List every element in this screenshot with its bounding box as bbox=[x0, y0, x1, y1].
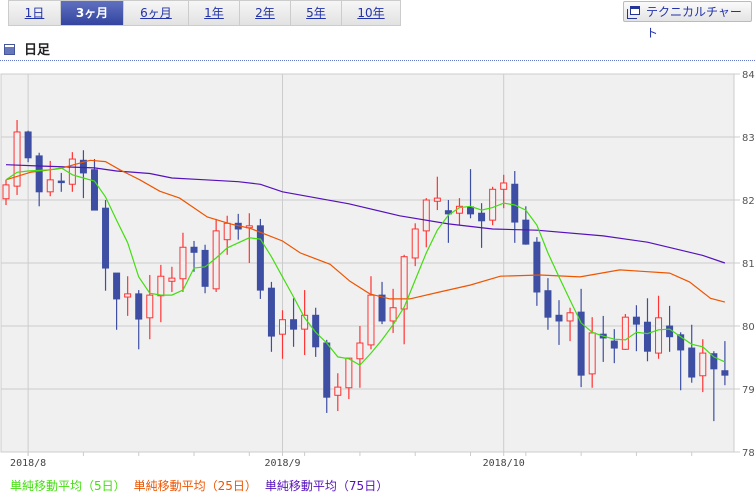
tab-5year[interactable]: 5年 bbox=[291, 1, 342, 25]
candle-up bbox=[46, 179, 54, 193]
tab-1day[interactable]: 1日 bbox=[9, 1, 61, 25]
candle-up bbox=[411, 228, 419, 259]
candle-up bbox=[400, 256, 408, 310]
candle-down bbox=[721, 370, 729, 376]
period-tabs: 1日 3ヶ月 6ヶ月 1年 2年 5年 10年 bbox=[8, 0, 401, 26]
candle-down bbox=[57, 180, 65, 184]
candle-down bbox=[378, 294, 386, 322]
candle-down bbox=[666, 325, 674, 338]
candle-up bbox=[500, 182, 508, 190]
candle-down bbox=[35, 155, 43, 193]
candle-down bbox=[102, 207, 110, 269]
candle-up bbox=[179, 246, 187, 280]
candle-up bbox=[68, 158, 76, 185]
candle-down bbox=[467, 206, 475, 215]
candle-up bbox=[367, 294, 375, 346]
candle-down bbox=[113, 272, 121, 300]
y-tick-label: 82 bbox=[742, 196, 755, 207]
tab-1year[interactable]: 1年 bbox=[189, 1, 240, 25]
candle-up bbox=[334, 386, 342, 396]
y-tick-label: 81 bbox=[742, 259, 755, 270]
candle-up bbox=[422, 199, 430, 232]
candle-down bbox=[511, 183, 519, 223]
x-tick-label: 2018/10 bbox=[483, 458, 525, 469]
y-tick-label: 84 bbox=[742, 70, 755, 81]
candle-down bbox=[290, 319, 298, 330]
candle-up bbox=[146, 294, 154, 319]
candle-up bbox=[588, 332, 596, 375]
candle-down bbox=[632, 316, 640, 325]
candle-down bbox=[688, 347, 696, 378]
x-tick-label: 2018/8 bbox=[10, 458, 46, 469]
technical-chart-label: テクニカルチャート bbox=[646, 5, 742, 40]
candle-down bbox=[643, 321, 651, 352]
legend: 単純移動平均（5日） 単純移動平均（25日） 単純移動平均（75日） bbox=[10, 477, 388, 494]
y-tick-label: 79 bbox=[742, 385, 755, 396]
candle-down bbox=[555, 314, 563, 322]
candle-down bbox=[478, 212, 486, 222]
x-tick-label: 2018/9 bbox=[264, 458, 300, 469]
candle-up bbox=[279, 319, 286, 335]
candle-up bbox=[124, 293, 132, 298]
candle-down bbox=[323, 342, 331, 398]
ma25-line bbox=[5, 159, 726, 303]
y-tick-label: 78 bbox=[742, 448, 755, 459]
candle-down bbox=[312, 314, 320, 348]
tab-3month[interactable]: 3ヶ月 bbox=[61, 1, 124, 25]
candle-up bbox=[566, 312, 574, 322]
candle-down bbox=[610, 340, 618, 349]
y-tick-label: 83 bbox=[742, 133, 755, 144]
ma75-line bbox=[5, 164, 726, 264]
tab-6month[interactable]: 6ヶ月 bbox=[124, 1, 189, 25]
square-bullet-icon bbox=[4, 44, 15, 55]
section-heading: 日足 bbox=[4, 39, 50, 58]
tab-10year[interactable]: 10年 bbox=[357, 6, 385, 20]
candle-up bbox=[345, 357, 353, 389]
candle-down bbox=[444, 210, 452, 215]
candle-down bbox=[677, 334, 685, 351]
candle-up bbox=[699, 352, 707, 377]
candle-up bbox=[389, 307, 397, 322]
legend-ma5: 単純移動平均（5日） bbox=[10, 479, 126, 493]
candle-down bbox=[522, 219, 530, 245]
tab-2year[interactable]: 2年 bbox=[240, 1, 291, 25]
candle-up bbox=[13, 131, 21, 187]
candle-up bbox=[356, 342, 364, 360]
candle-up bbox=[223, 222, 231, 241]
candle-down bbox=[79, 159, 87, 174]
candle-up bbox=[489, 188, 497, 221]
candle-down bbox=[201, 249, 209, 287]
candle-up bbox=[433, 197, 441, 202]
candle-down bbox=[256, 225, 264, 291]
candle-down bbox=[135, 293, 143, 320]
candle-up bbox=[2, 184, 10, 200]
technical-chart-button[interactable]: テクニカルチャート bbox=[623, 1, 752, 40]
y-tick-label: 80 bbox=[742, 322, 755, 333]
candle-down bbox=[533, 241, 541, 293]
legend-ma25: 単純移動平均（25日） bbox=[133, 479, 257, 493]
ma5-line bbox=[5, 167, 726, 366]
legend-ma75: 単純移動平均（75日） bbox=[264, 479, 389, 493]
candle-up bbox=[157, 275, 165, 297]
section-title: 日足 bbox=[24, 43, 51, 58]
candlestick-chart: 78 79 80 81 82 83 84 2018/8 2018/9 2018/10 bbox=[0, 70, 755, 469]
candle-down bbox=[90, 169, 98, 211]
candle-down bbox=[267, 287, 275, 337]
candle-down bbox=[190, 246, 198, 253]
candle-down bbox=[544, 290, 552, 318]
candle-up bbox=[168, 277, 176, 282]
candle-up bbox=[655, 317, 663, 354]
candle-up bbox=[621, 316, 629, 350]
candle-down bbox=[577, 311, 585, 376]
candle-down bbox=[24, 131, 32, 159]
candle-down bbox=[710, 353, 718, 370]
dotted-divider bbox=[0, 60, 755, 61]
window-icon bbox=[627, 6, 640, 19]
